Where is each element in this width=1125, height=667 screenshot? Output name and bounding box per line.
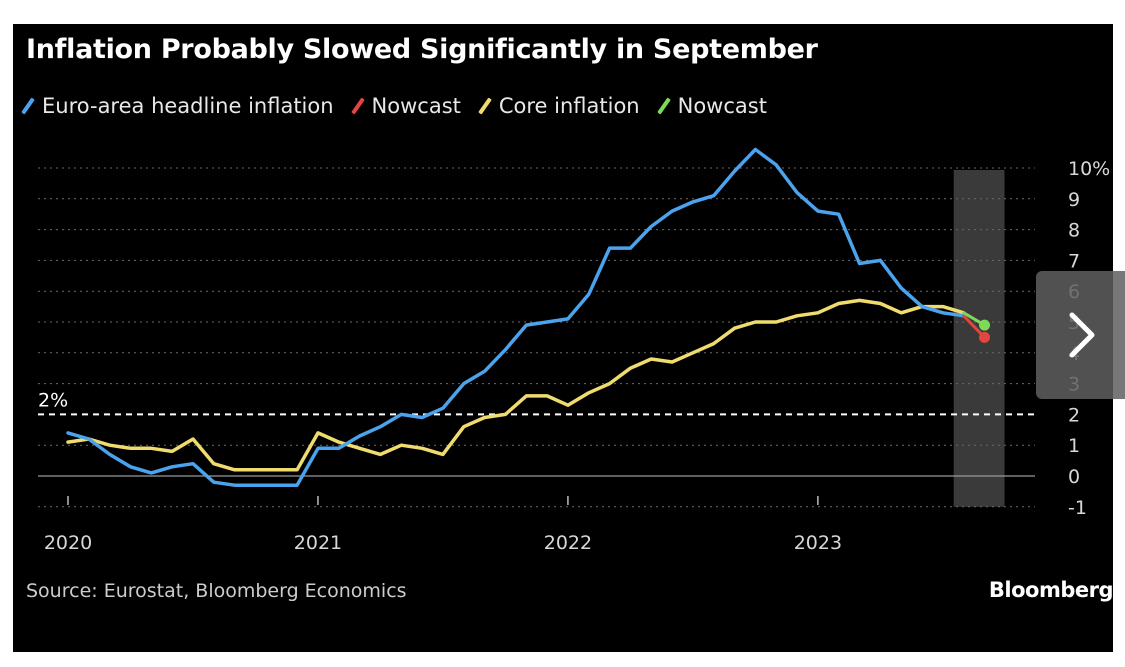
- legend-label-headline: Euro-area headline inflation: [42, 94, 334, 118]
- x-tick-label: 2023: [794, 532, 842, 554]
- y-tick-label: 2: [1068, 404, 1080, 426]
- source-note: Source: Eurostat, Bloomberg Economics: [26, 580, 407, 602]
- next-slide-button[interactable]: [1036, 271, 1125, 399]
- series-line-2: [66, 298, 966, 472]
- series-line-0: [66, 147, 966, 487]
- legend-swatch-core: [478, 97, 492, 115]
- brand-logo: Bloomberg: [988, 578, 1114, 602]
- nowcast-highlight-band: [953, 170, 1005, 507]
- nowcast-point-3: [979, 319, 991, 331]
- y-tick-label: 1: [1068, 435, 1080, 457]
- reference-line-label: 2%: [38, 389, 68, 411]
- x-tick-label: 2020: [44, 532, 92, 554]
- x-tick-label: 2021: [294, 532, 342, 554]
- chart-panel: [13, 24, 1113, 652]
- y-tick-label: 7: [1068, 250, 1080, 272]
- y-tick-label: 0: [1068, 466, 1080, 488]
- legend-item-nowcast-core: Nowcast: [656, 94, 767, 118]
- legend-item-nowcast-headline: Nowcast: [350, 94, 461, 118]
- nowcast-point-1: [979, 331, 991, 343]
- x-tick-label: 2022: [544, 532, 592, 554]
- legend-label-nowcast-headline: Nowcast: [371, 94, 461, 118]
- legend-label-core: Core inflation: [498, 94, 640, 118]
- chart-legend: Euro-area headline inflation Nowcast Cor…: [21, 92, 789, 120]
- y-tick-label: 10%: [1068, 158, 1110, 180]
- legend-swatch-nowcast-core: [656, 97, 671, 115]
- chevron-right-icon: [1069, 312, 1094, 358]
- legend-item-headline: Euro-area headline inflation: [21, 94, 334, 118]
- chart-title: Inflation Probably Slowed Significantly …: [26, 34, 818, 65]
- y-tick-label: -1: [1068, 497, 1087, 519]
- legend-swatch-nowcast-headline: [350, 97, 365, 115]
- legend-item-core: Core inflation: [478, 94, 640, 118]
- legend-label-nowcast-core: Nowcast: [677, 94, 767, 118]
- y-tick-label: 9: [1068, 189, 1080, 211]
- y-tick-label: 8: [1068, 220, 1080, 242]
